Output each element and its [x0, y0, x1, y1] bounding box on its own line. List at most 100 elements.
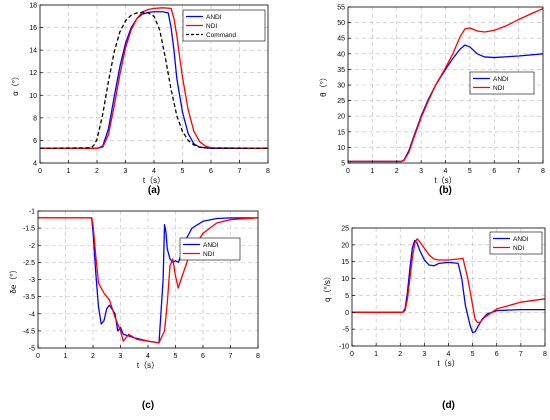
- x-tick-label: 7: [519, 351, 523, 358]
- y-axis-title: δe（°）: [9, 265, 18, 293]
- y-tick-label: 0: [345, 310, 349, 317]
- y-tick-label: -1: [29, 209, 35, 216]
- x-tick-label: 8: [541, 168, 545, 175]
- y-axis-title: α（°）: [11, 72, 20, 96]
- y-tick-label: 10: [341, 276, 349, 283]
- x-tick-label: 1: [67, 168, 71, 175]
- x-tick-label: 5: [174, 353, 178, 360]
- x-tick-label: 2: [398, 351, 402, 358]
- legend-box: [489, 231, 543, 255]
- y-tick-label: 45: [337, 36, 345, 43]
- x-tick-label: 6: [209, 168, 213, 175]
- y-tick-label: 10: [29, 93, 37, 100]
- series-line-ndi: [352, 238, 545, 324]
- y-axis-title: θ（°）: [319, 73, 328, 97]
- y-tick-label: 18: [29, 3, 37, 10]
- x-tick-label: 0: [350, 351, 354, 358]
- y-tick-label: 25: [341, 226, 349, 233]
- series-line-ndi: [348, 7, 543, 163]
- y-tick-label: -4: [29, 311, 35, 318]
- y-tick-label: 25: [337, 98, 345, 105]
- panel-caption: (a): [148, 185, 160, 196]
- y-tick-label: 14: [29, 48, 37, 55]
- y-tick-label: -1.5: [23, 226, 35, 233]
- x-tick-label: 8: [543, 351, 547, 358]
- y-tick-label: -3.5: [23, 294, 35, 301]
- y-tick-label: 15: [341, 259, 349, 266]
- x-tick-label: 4: [447, 351, 451, 358]
- y-tick-label: 6: [33, 138, 37, 145]
- y-tick-label: 55: [337, 5, 345, 12]
- y-tick-label: 20: [341, 242, 349, 249]
- series-line-command: [40, 11, 268, 149]
- x-tick-label: 3: [419, 168, 423, 175]
- x-axis-title: t（s）: [143, 176, 165, 185]
- y-tick-label: -3: [29, 277, 35, 284]
- x-tick-label: 5: [471, 351, 475, 358]
- panel-caption: (c): [142, 400, 154, 411]
- panel-caption: (b): [439, 185, 452, 196]
- x-tick-label: 2: [395, 168, 399, 175]
- y-tick-label: 15: [337, 129, 345, 136]
- series-line-ndi: [40, 7, 268, 149]
- chart-panel: 0 1 2 3 4 5 6 7 8 -5 -4.5 -4 -3.5 -3 -2.5 -2 -1.5 -1 t（s） δ…: [9, 209, 260, 412]
- plot-area: [38, 211, 258, 348]
- legend-label: Command: [206, 32, 236, 39]
- legend-box: [469, 71, 535, 95]
- x-tick-label: 4: [152, 168, 156, 175]
- legend-label: NDI: [493, 85, 504, 92]
- y-tick-label: 4: [33, 161, 37, 168]
- x-tick-label: 3: [422, 351, 426, 358]
- y-tick-label: -2: [29, 243, 35, 250]
- y-tick-label: -10: [339, 344, 349, 351]
- x-tick-label: 0: [36, 353, 40, 360]
- x-tick-label: 8: [266, 168, 270, 175]
- series-line-andi: [40, 11, 268, 149]
- x-tick-label: 7: [238, 168, 242, 175]
- x-tick-label: 0: [346, 168, 350, 175]
- x-tick-label: 4: [146, 353, 150, 360]
- chart-panel: 0 1 2 3 4 5 6 7 8 -10 -5 0 5 10 15 20 25 t（s） q（°/s） ANDI ND…: [323, 226, 547, 412]
- x-tick-label: 2: [91, 353, 95, 360]
- y-tick-label: 12: [29, 70, 37, 77]
- chart-panel: 0 1 2 3 4 5 6 7 84681012141618t（s）α（°）ANDINDICom…: [11, 3, 270, 197]
- x-tick-label: 3: [124, 168, 128, 175]
- legend-label: ANDI: [206, 14, 222, 21]
- y-tick-label: -4.5: [23, 328, 35, 335]
- x-tick-label: 2: [95, 168, 99, 175]
- x-tick-label: 3: [119, 353, 123, 360]
- legend-label: NDI: [206, 23, 217, 30]
- x-axis-title: t（s）: [434, 176, 456, 185]
- x-tick-label: 7: [229, 353, 233, 360]
- legend-label: ANDI: [493, 76, 509, 83]
- y-tick-label: 5: [345, 293, 349, 300]
- legend-label: NDI: [203, 251, 214, 258]
- y-tick-label: -5: [343, 327, 349, 334]
- y-tick-label: 16: [29, 25, 37, 32]
- panel-caption: (d): [442, 400, 455, 411]
- y-tick-label: 10: [337, 145, 345, 152]
- y-tick-label: 40: [337, 51, 345, 58]
- x-tick-label: 1: [370, 168, 374, 175]
- x-tick-label: 1: [374, 351, 378, 358]
- series-line-andi: [348, 44, 543, 163]
- legend-label: ANDI: [203, 242, 219, 249]
- series-line-ndi: [38, 217, 258, 344]
- x-axis-title: t（s）: [137, 361, 159, 370]
- legend-box: [179, 237, 241, 261]
- x-tick-label: 8: [256, 353, 260, 360]
- y-tick-label: 5: [341, 161, 345, 168]
- y-tick-label: 30: [337, 83, 345, 90]
- y-tick-label: 50: [337, 20, 345, 27]
- y-tick-label: 35: [337, 67, 345, 74]
- x-tick-label: 4: [444, 168, 448, 175]
- y-tick-label: 20: [337, 114, 345, 121]
- y-tick-label: -2.5: [23, 260, 35, 267]
- x-tick-label: 5: [181, 168, 185, 175]
- x-tick-label: 5: [468, 168, 472, 175]
- y-tick-label: -5: [29, 346, 35, 353]
- x-tick-label: 1: [64, 353, 68, 360]
- y-axis-title: q（°/s）: [323, 272, 332, 302]
